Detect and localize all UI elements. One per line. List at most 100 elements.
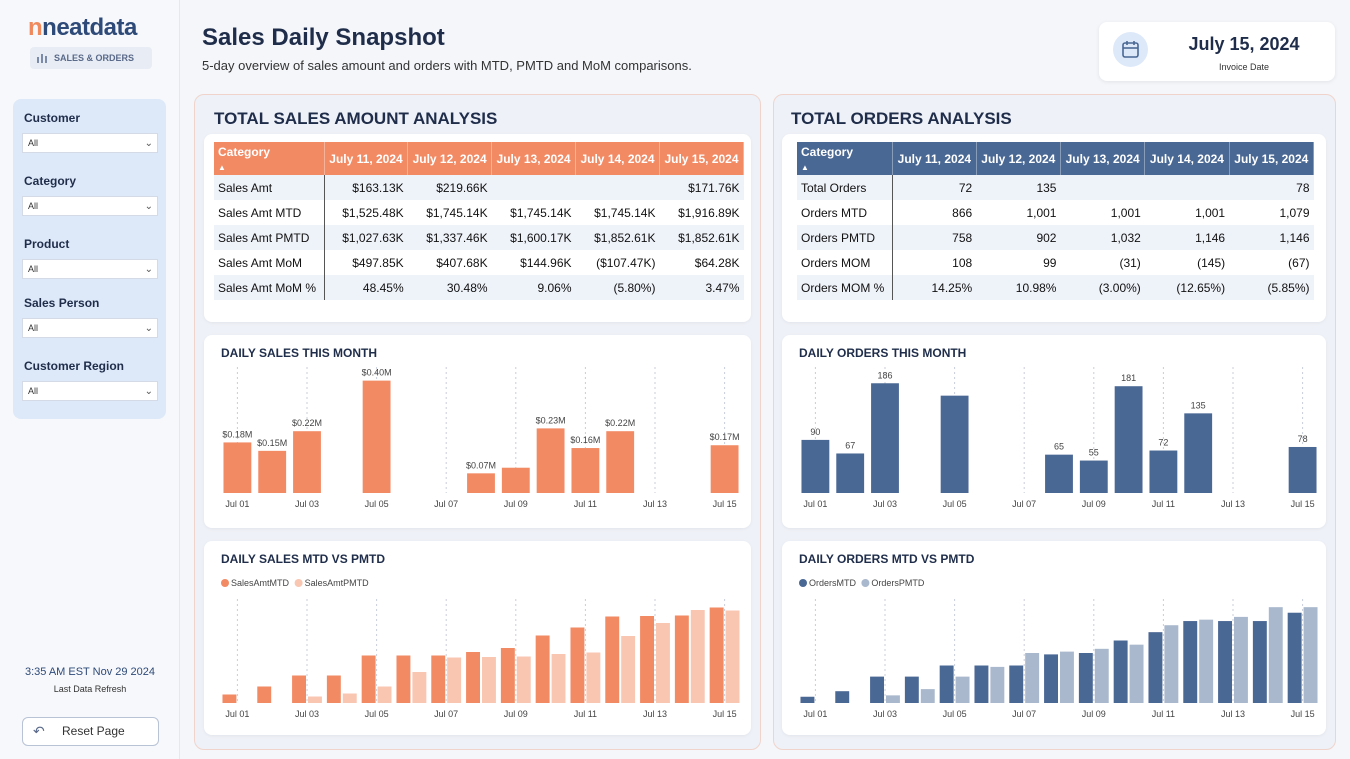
sort-up-icon: ▲ (801, 162, 809, 172)
sort-up-icon: ▲ (218, 162, 226, 172)
x-tick-label: Jul 01 (225, 499, 249, 509)
x-tick-label: Jul 13 (1221, 709, 1245, 719)
sales-cell: $163.13K (324, 175, 408, 200)
sales-mtd-pmtd-chart: SalesAmtMTD SalesAmtPMTD Jul 01 Jul 03 Jul 0… (221, 578, 740, 719)
sales-header-date[interactable]: July 11, 2024 (324, 142, 409, 175)
bar-mtd (835, 691, 850, 703)
x-tick-label: Jul 05 (943, 499, 967, 509)
chevron-down-icon: ⌄ (144, 138, 153, 149)
orders-cell: 99 (1043, 255, 1057, 270)
data-label: $0.18M (222, 429, 252, 439)
orders-header-date[interactable]: July 14, 2024 (1144, 142, 1230, 175)
page-description: 5-day overview of sales amount and order… (202, 58, 692, 73)
filter-customer-select[interactable]: All ⌄ (22, 133, 158, 153)
sales-header-date[interactable]: July 14, 2024 (575, 142, 660, 175)
legend-label: SalesAmtPMTD (305, 578, 370, 588)
daily-orders-title: DAILY ORDERS THIS MONTH (799, 346, 967, 360)
data-label: 186 (877, 370, 892, 380)
bar-pmtd (725, 610, 740, 703)
legend-label: OrdersPMTD (871, 578, 925, 588)
orders-cell: 1,001 (1026, 205, 1057, 220)
bar-mtd (640, 616, 654, 703)
sales-cell: $1,916.89K (678, 205, 740, 220)
bar-mtd (570, 627, 585, 703)
x-tick-label: Jul 13 (1221, 499, 1245, 509)
filter-customer-region-select[interactable]: All ⌄ (22, 381, 158, 401)
sales-mtd-card: DAILY SALES MTD VS PMTD SalesAmtMTD Sales… (204, 541, 751, 735)
sales-header-date[interactable]: July 13, 2024 (491, 142, 577, 175)
sales-cell: 9.06% (491, 275, 576, 300)
x-tick-label: Jul 13 (643, 499, 667, 509)
data-label: 78 (1298, 434, 1308, 444)
page-title: Sales Daily Snapshot (202, 24, 445, 51)
sales-cell: ($107.47K) (596, 255, 656, 270)
sales-header-category[interactable]: Category ▲ (214, 142, 325, 175)
bar-pmtd (1164, 625, 1179, 703)
orders-cell: 14.25% (892, 275, 977, 300)
bar (258, 450, 287, 493)
data-label: $0.40M (362, 368, 392, 378)
data-label: $0.22M (292, 418, 322, 428)
sales-cell: $1,745.14K (426, 205, 488, 220)
sales-row-label: Sales Amt MoM % (214, 275, 325, 300)
x-tick-label: Jul 09 (504, 499, 528, 509)
orders-cell: 1,079 (1279, 205, 1310, 220)
daily-sales-chart: Jul 01 Jul 03 Jul 05 Jul 07 Jul 09 Jul 11 Jul … (222, 367, 740, 509)
logo-text: neatdata (42, 14, 137, 41)
orders-cell (1144, 175, 1230, 200)
bar-pmtd (377, 686, 392, 703)
bar-mtd (870, 676, 884, 703)
sales-cell: $144.96K (520, 255, 572, 270)
data-label: $0.23M (536, 415, 566, 425)
chevron-down-icon: ⌄ (144, 264, 153, 275)
orders-header-category[interactable]: Category ▲ (797, 142, 894, 175)
bar-mtd (257, 686, 272, 703)
sales-row-label: Sales Amt MoM (214, 250, 325, 275)
bar (871, 383, 899, 493)
reset-page-button[interactable]: ↶ Reset Page (22, 717, 159, 746)
x-tick-label: Jul 03 (295, 709, 319, 719)
undo-icon: ↶ (33, 723, 45, 739)
bar (1079, 460, 1108, 493)
sales-header-date[interactable]: July 15, 2024 (659, 142, 745, 175)
orders-cell: (31) (1119, 255, 1141, 270)
data-label: $0.22M (605, 418, 635, 428)
orders-header-date[interactable]: July 13, 2024 (1060, 142, 1146, 175)
orders-header-date[interactable]: July 11, 2024 (892, 142, 977, 175)
orders-header-date[interactable]: July 12, 2024 (976, 142, 1061, 175)
orders-header-date[interactable]: July 15, 2024 (1229, 142, 1315, 175)
sales-cell: $1,600.17K (491, 225, 576, 250)
data-label: 181 (1121, 373, 1136, 383)
orders-cell: 78 (1229, 175, 1314, 200)
sidebar: nneatdata SALES & ORDERS Customer All ⌄ C… (0, 0, 180, 759)
orders-cell: (12.65%) (1144, 275, 1230, 300)
bar-mtd (1183, 621, 1198, 703)
bar-pmtd (990, 666, 1005, 703)
bar-pmtd (551, 654, 566, 703)
chevron-down-icon: ⌄ (144, 386, 153, 397)
orders-row-label: Orders MTD (797, 200, 894, 225)
orders-mtd-title: DAILY ORDERS MTD VS PMTD (799, 552, 975, 566)
data-label: 72 (1158, 438, 1168, 448)
orders-analysis-table: Category ▲ July 11, 2024 July 12, 2024 July … (797, 142, 1315, 300)
bar-mtd (800, 696, 815, 703)
filter-product-select[interactable]: All ⌄ (22, 259, 158, 279)
data-label: $0.16M (570, 435, 600, 445)
filter-category-select[interactable]: All ⌄ (22, 196, 158, 216)
bar-mtd (1287, 612, 1302, 703)
bar-pmtd (690, 610, 705, 703)
bar-pmtd (1094, 648, 1109, 703)
x-tick-label: Jul 11 (1152, 709, 1175, 719)
bar-mtd (709, 607, 724, 703)
bar (801, 439, 830, 493)
filter-sales-person-select[interactable]: All ⌄ (22, 318, 158, 338)
sales-cell: 3.47% (659, 275, 744, 300)
x-tick-label: Jul 01 (803, 709, 827, 719)
sales-header-date[interactable]: July 12, 2024 (407, 142, 493, 175)
bar-mtd (1218, 621, 1232, 703)
bar-pmtd (621, 636, 636, 703)
orders-cell: 1,146 (1229, 225, 1314, 250)
data-label: 55 (1089, 448, 1099, 458)
logo-mark-icon: n (28, 14, 43, 41)
bar (1288, 446, 1317, 493)
